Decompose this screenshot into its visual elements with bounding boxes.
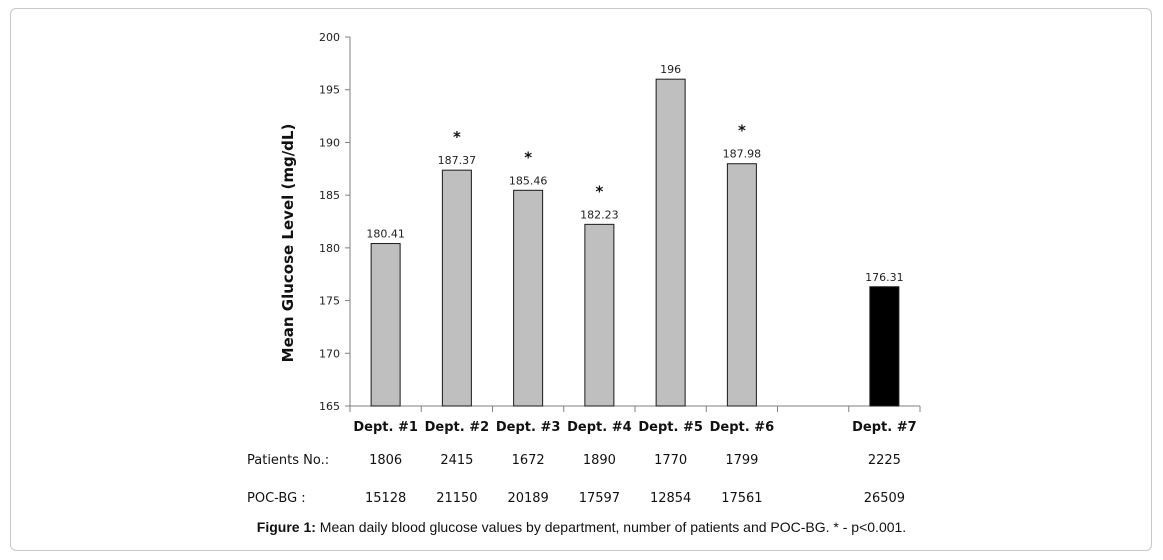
y-tick-label: 195	[319, 84, 340, 97]
x-category-label: Dept. #5	[638, 420, 703, 435]
table-cell: 1890	[583, 453, 616, 468]
y-tick-label: 190	[319, 136, 340, 149]
bar	[869, 286, 900, 407]
y-axis-label: Mean Glucose Level (mg/dL)	[279, 124, 297, 363]
table-cell: 17597	[579, 491, 620, 506]
significance-marker: *	[524, 148, 532, 166]
table-cell: 1770	[654, 453, 687, 468]
caption-text: Mean daily blood glucose values by depar…	[315, 519, 907, 535]
bar	[584, 223, 615, 407]
bar	[513, 189, 544, 407]
bar-value-label: 187.37	[438, 154, 477, 167]
y-tick-label: 180	[319, 242, 340, 255]
x-category-label: Dept. #3	[496, 420, 561, 435]
x-category-label: Dept. #4	[567, 420, 632, 435]
table-row-label: POC-BG :	[247, 491, 306, 506]
figure-caption: Figure 1: Mean daily blood glucose value…	[0, 519, 1163, 535]
table-cell: 17561	[721, 491, 762, 506]
table-cell: 21150	[436, 491, 477, 506]
chart-bars	[370, 78, 900, 407]
chart-axes: 165 170 175 180 185 190 195 200	[319, 31, 921, 413]
bar	[726, 163, 757, 407]
bar-value-label: 187.98	[723, 148, 762, 161]
y-tick-label: 165	[319, 400, 340, 413]
chart-labels: Dept. #1 180.41 Dept. #2 187.37 * Dept. #3 185…	[353, 63, 916, 435]
y-tick-label: 185	[319, 189, 340, 202]
table-cell: 15128	[365, 491, 406, 506]
table-cell: 26509	[864, 491, 905, 506]
bar	[655, 78, 686, 407]
x-category-label: Dept. #7	[852, 420, 917, 435]
y-tick-label: 175	[319, 295, 340, 308]
x-category-label: Dept. #2	[425, 420, 490, 435]
bar-value-label: 180.41	[366, 228, 405, 241]
table-cell: 1799	[725, 453, 758, 468]
table-cell: 1806	[369, 453, 402, 468]
table-cell: 2225	[868, 453, 901, 468]
significance-marker: *	[453, 128, 461, 146]
x-category-label: Dept. #6	[710, 420, 775, 435]
bar-value-label: 196	[660, 63, 681, 76]
figure-frame	[10, 8, 1152, 551]
bar-value-label: 182.23	[580, 208, 619, 221]
table-row-label: Patients No.:	[247, 453, 329, 468]
table-cell: 1672	[512, 453, 545, 468]
table-cell: 2415	[440, 453, 473, 468]
bar-value-label: 185.46	[509, 174, 548, 187]
bar	[370, 243, 401, 407]
data-table: Patients No.: 1806 2415 1672 1890 1770 1799 222…	[247, 453, 905, 506]
bar-value-label: 176.31	[865, 271, 904, 284]
x-category-label: Dept. #1	[353, 420, 418, 435]
y-tick-label: 200	[319, 31, 340, 44]
bar	[441, 169, 472, 407]
table-cell: 20189	[507, 491, 548, 506]
caption-prefix: Figure 1:	[256, 519, 316, 535]
significance-marker: *	[595, 182, 603, 200]
significance-marker: *	[738, 122, 746, 140]
table-cell: 12854	[650, 491, 691, 506]
y-tick-label: 170	[319, 347, 340, 360]
